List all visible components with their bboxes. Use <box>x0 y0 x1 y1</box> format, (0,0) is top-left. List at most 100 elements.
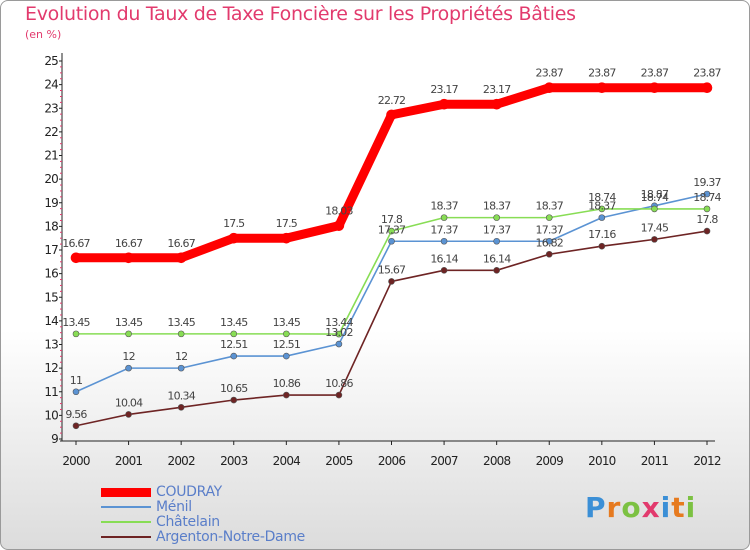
data-label-coudray: 23.17 <box>483 83 511 96</box>
data-point-argenton-notre-dame <box>545 250 553 258</box>
data-label-chatelain: 17.8 <box>381 213 403 226</box>
data-point-menil <box>335 340 343 348</box>
x-tick-label: 2007 <box>430 454 458 468</box>
legend-label: Châtelain <box>156 514 220 530</box>
data-point-coudray <box>123 252 134 264</box>
data-point-menil <box>440 237 448 245</box>
logo-letter: P <box>585 491 607 524</box>
data-label-argenton-notre-dame: 10.65 <box>220 382 248 395</box>
data-point-argenton-notre-dame <box>72 422 80 430</box>
data-label-menil: 12 <box>175 350 187 363</box>
data-point-chatelain <box>440 214 448 221</box>
data-point-argenton-notre-dame <box>493 267 500 274</box>
data-point-menil <box>177 364 185 372</box>
data-point-argenton-notre-dame <box>651 236 658 243</box>
data-point-menil <box>230 352 238 360</box>
data-label-chatelain: 18.74 <box>641 191 669 204</box>
data-point-argenton-notre-dame <box>283 391 290 399</box>
data-label-chatelain: 13.45 <box>220 316 248 329</box>
proxiti-logo: Proxiti <box>585 491 696 524</box>
data-point-argenton-notre-dame <box>598 242 606 250</box>
data-label-chatelain: 18.37 <box>483 200 511 213</box>
data-point-menil <box>545 237 553 245</box>
data-point-argenton-notre-dame <box>335 391 343 399</box>
data-point-coudray <box>438 98 450 110</box>
data-label-argenton-notre-dame: 17.45 <box>641 221 669 234</box>
data-point-chatelain <box>388 227 395 235</box>
x-tick-label: 2011 <box>641 454 669 468</box>
data-label-menil: 12 <box>122 350 134 363</box>
legend-swatch <box>101 521 151 523</box>
data-label-menil: 18.87 <box>641 188 669 201</box>
data-label-argenton-notre-dame: 10.86 <box>325 377 353 390</box>
data-point-argenton-notre-dame <box>230 396 238 404</box>
data-label-chatelain: 13.45 <box>115 316 143 329</box>
data-label-coudray: 16.67 <box>115 237 143 250</box>
y-tick-label: 18 <box>44 219 58 233</box>
data-label-argenton-notre-dame: 16.14 <box>483 252 511 265</box>
data-point-argenton-notre-dame <box>440 267 448 274</box>
chart-title: Evolution du Taux de Taxe Foncière sur l… <box>25 3 576 25</box>
data-point-menil <box>283 352 290 360</box>
data-label-menil: 17.37 <box>536 223 564 236</box>
data-point-chatelain <box>335 330 343 338</box>
data-label-coudray: 23.87 <box>641 67 669 80</box>
x-tick-label: 2002 <box>167 454 195 468</box>
data-label-argenton-notre-dame: 17.8 <box>696 213 718 226</box>
data-point-coudray <box>701 82 713 93</box>
data-label-argenton-notre-dame: 9.56 <box>65 408 87 421</box>
data-label-coudray: 23.87 <box>536 67 564 80</box>
data-point-argenton-notre-dame <box>177 404 185 411</box>
data-point-argenton-notre-dame <box>388 278 395 285</box>
data-point-chatelain <box>177 330 185 338</box>
data-label-menil: 11 <box>70 374 82 387</box>
x-tick-label: 2005 <box>325 454 353 468</box>
data-label-chatelain: 18.37 <box>536 200 564 213</box>
data-label-coudray: 23.87 <box>588 67 616 80</box>
data-label-chatelain: 13.45 <box>167 316 195 329</box>
data-label-coudray: 16.67 <box>167 237 195 250</box>
y-tick-label: 14 <box>44 314 58 328</box>
legend-swatch <box>101 506 151 508</box>
data-label-argenton-notre-dame: 17.16 <box>588 228 616 241</box>
data-label-coudray: 23.87 <box>693 67 721 80</box>
y-tick-label: 15 <box>44 290 58 304</box>
data-point-chatelain <box>230 330 238 338</box>
x-tick-label: 2012 <box>693 454 721 468</box>
data-point-chatelain <box>72 330 80 338</box>
y-tick-label: 19 <box>44 196 58 210</box>
data-point-menil <box>72 388 80 396</box>
y-tick-label: 23 <box>44 101 58 115</box>
data-label-argenton-notre-dame: 16.14 <box>430 252 458 265</box>
x-tick-label: 2001 <box>115 454 143 468</box>
data-point-argenton-notre-dame <box>703 227 711 235</box>
logo-letter: r <box>606 491 622 524</box>
data-point-coudray <box>543 82 555 93</box>
data-label-chatelain: 13.45 <box>62 316 90 329</box>
data-point-coudray <box>228 232 240 244</box>
legend-label: Ménil <box>156 499 192 515</box>
data-label-argenton-notre-dame: 10.34 <box>167 389 195 402</box>
logo-letter: i <box>660 491 672 524</box>
y-tick-label: 12 <box>44 361 58 375</box>
data-label-coudray: 16.67 <box>62 237 90 250</box>
data-point-menil <box>125 364 132 372</box>
x-tick-label: 2010 <box>588 454 616 468</box>
data-label-argenton-notre-dame: 10.04 <box>115 396 143 409</box>
data-label-chatelain: 18.37 <box>430 200 458 213</box>
data-label-menil: 17.37 <box>483 223 511 236</box>
x-tick-label: 2004 <box>273 454 301 468</box>
data-label-coudray: 17.5 <box>276 217 298 230</box>
data-point-coudray <box>491 98 502 110</box>
x-tick-label: 2009 <box>536 454 564 468</box>
axes: 9 10 11 12 13 14 15 16 17 18 19 20 21 22 23 24 25 2000 200… <box>44 53 722 468</box>
data-label-coudray: 17.5 <box>223 217 245 230</box>
data-label-chatelain: 13.45 <box>273 316 301 329</box>
y-tick-label: 9 <box>51 432 58 446</box>
data-point-chatelain <box>283 330 290 338</box>
y-tick-label: 13 <box>44 338 58 352</box>
data-point-menil <box>493 237 500 245</box>
data-point-menil <box>598 214 606 221</box>
logo-letter: o <box>621 491 642 524</box>
